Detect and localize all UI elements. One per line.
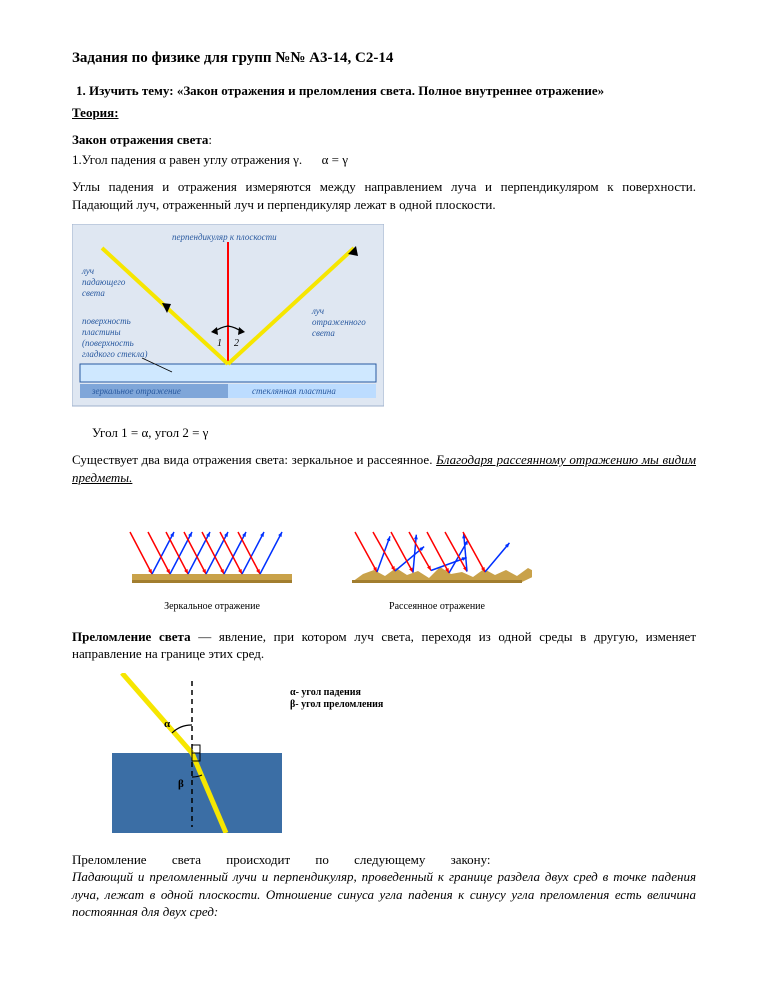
svg-text:α: α <box>164 718 171 730</box>
svg-text:α- угол падения: α- угол падения <box>290 687 361 698</box>
svg-text:поверхность: поверхность <box>82 316 131 326</box>
svg-text:1: 1 <box>217 338 222 349</box>
svg-text:перпендикуляр к плоскости: перпендикуляр к плоскости <box>172 232 277 242</box>
paragraph-1: Углы падения и отражения измеряются межд… <box>72 178 696 213</box>
svg-text:зеркальное отражение: зеркальное отражение <box>91 386 181 396</box>
refraction-diagram: α β α- угол паденияβ- угол преломления <box>112 673 696 833</box>
page-title: Задания по физике для групп №№ А3-14, С2… <box>72 48 696 68</box>
svg-text:пластины: пластины <box>82 327 121 337</box>
svg-text:отраженного: отраженного <box>312 317 366 327</box>
cap-diffuse: Рассеянное отражение <box>342 600 532 614</box>
law-line-1: 1.Угол падения α равен углу отражения γ.… <box>72 151 696 169</box>
svg-text:2: 2 <box>234 338 239 349</box>
svg-text:β- угол преломления: β- угол преломления <box>290 699 384 710</box>
svg-text:стеклянная пластина: стеклянная пластина <box>252 386 336 396</box>
svg-text:β: β <box>178 778 184 790</box>
reflection-types-diagram: Зеркальное отражение Рассеянное отражени… <box>72 504 696 614</box>
cap-specular: Зеркальное отражение <box>112 600 312 614</box>
paragraph-2: Существует два вида отражения света: зер… <box>72 451 696 486</box>
refraction-definition: Преломление света — явление, при котором… <box>72 628 696 663</box>
law-heading: Закон отражения света: <box>72 131 696 149</box>
svg-text:луч: луч <box>311 306 324 316</box>
paragraph-3: Преломление света происходит по следующе… <box>72 851 696 921</box>
svg-text:(поверхность: (поверхность <box>82 338 134 348</box>
svg-text:падающего: падающего <box>82 277 126 287</box>
diagram1-caption: Угол 1 = α, угол 2 = γ <box>92 424 696 442</box>
svg-text:света: света <box>82 288 105 298</box>
svg-text:гладкого стекла): гладкого стекла) <box>82 349 148 359</box>
svg-text:луч: луч <box>81 266 94 276</box>
task-item: 1. Изучить тему: «Закон отражения и прел… <box>94 82 696 100</box>
theory-label: Теория: <box>72 104 696 122</box>
svg-text:света: света <box>312 328 335 338</box>
reflection-diagram: 12перпендикуляр к плоскостилучпадающегос… <box>72 224 696 414</box>
